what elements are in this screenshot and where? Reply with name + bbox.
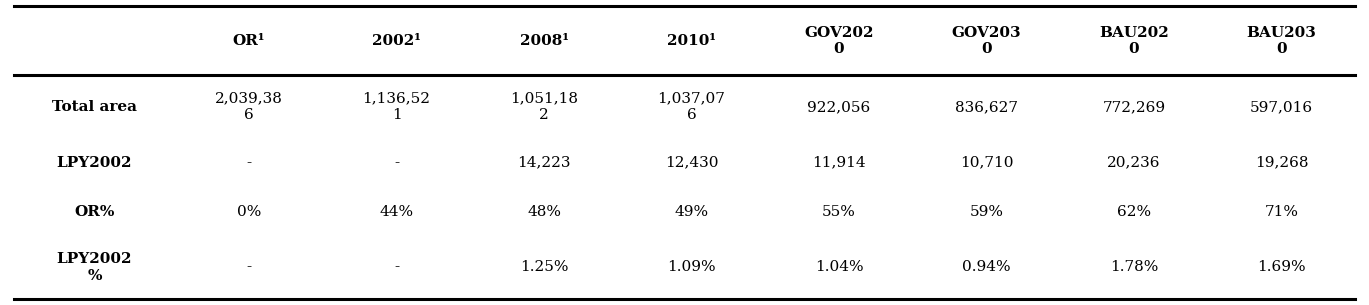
Text: 1.09%: 1.09% — [667, 260, 716, 274]
Text: 49%: 49% — [675, 205, 709, 218]
Text: 836,627: 836,627 — [956, 100, 1019, 114]
Text: 11,914: 11,914 — [812, 156, 865, 170]
Text: 922,056: 922,056 — [808, 100, 871, 114]
Text: 0.94%: 0.94% — [962, 260, 1010, 274]
Text: 19,268: 19,268 — [1255, 156, 1309, 170]
Text: 1,037,07
6: 1,037,07 6 — [657, 92, 726, 122]
Text: OR¹: OR¹ — [233, 34, 266, 48]
Text: 59%: 59% — [969, 205, 1003, 218]
Text: 772,269: 772,269 — [1102, 100, 1165, 114]
Text: 62%: 62% — [1117, 205, 1151, 218]
Text: 2002¹: 2002¹ — [372, 34, 420, 48]
Text: 12,430: 12,430 — [665, 156, 719, 170]
Text: BAU202
0: BAU202 0 — [1099, 26, 1169, 56]
Text: 1,136,52
1: 1,136,52 1 — [363, 92, 430, 122]
Text: 10,710: 10,710 — [960, 156, 1013, 170]
Text: 0%: 0% — [237, 205, 261, 218]
Text: LPY2002: LPY2002 — [56, 156, 133, 170]
Text: LPY2002
%: LPY2002 % — [56, 252, 133, 282]
Text: GOV202
0: GOV202 0 — [804, 26, 873, 56]
Text: 1.69%: 1.69% — [1257, 260, 1306, 274]
Text: BAU203
0: BAU203 0 — [1247, 26, 1317, 56]
Text: 597,016: 597,016 — [1250, 100, 1313, 114]
Text: 1,051,18
2: 1,051,18 2 — [511, 92, 578, 122]
Text: 48%: 48% — [527, 205, 561, 218]
Text: 1.78%: 1.78% — [1110, 260, 1158, 274]
Text: -: - — [394, 260, 400, 274]
Text: 14,223: 14,223 — [517, 156, 571, 170]
Text: 2,039,38
6: 2,039,38 6 — [215, 92, 283, 122]
Text: 55%: 55% — [823, 205, 856, 218]
Text: 71%: 71% — [1265, 205, 1299, 218]
Text: OR%: OR% — [74, 205, 115, 218]
Text: -: - — [246, 156, 252, 170]
Text: -: - — [394, 156, 400, 170]
Text: 20,236: 20,236 — [1108, 156, 1161, 170]
Text: 1.04%: 1.04% — [815, 260, 864, 274]
Text: GOV203
0: GOV203 0 — [951, 26, 1021, 56]
Text: 1.25%: 1.25% — [520, 260, 568, 274]
Text: Total area: Total area — [52, 100, 137, 114]
Text: 2010¹: 2010¹ — [667, 34, 716, 48]
Text: 44%: 44% — [379, 205, 413, 218]
Text: 2008¹: 2008¹ — [519, 34, 568, 48]
Text: -: - — [246, 260, 252, 274]
